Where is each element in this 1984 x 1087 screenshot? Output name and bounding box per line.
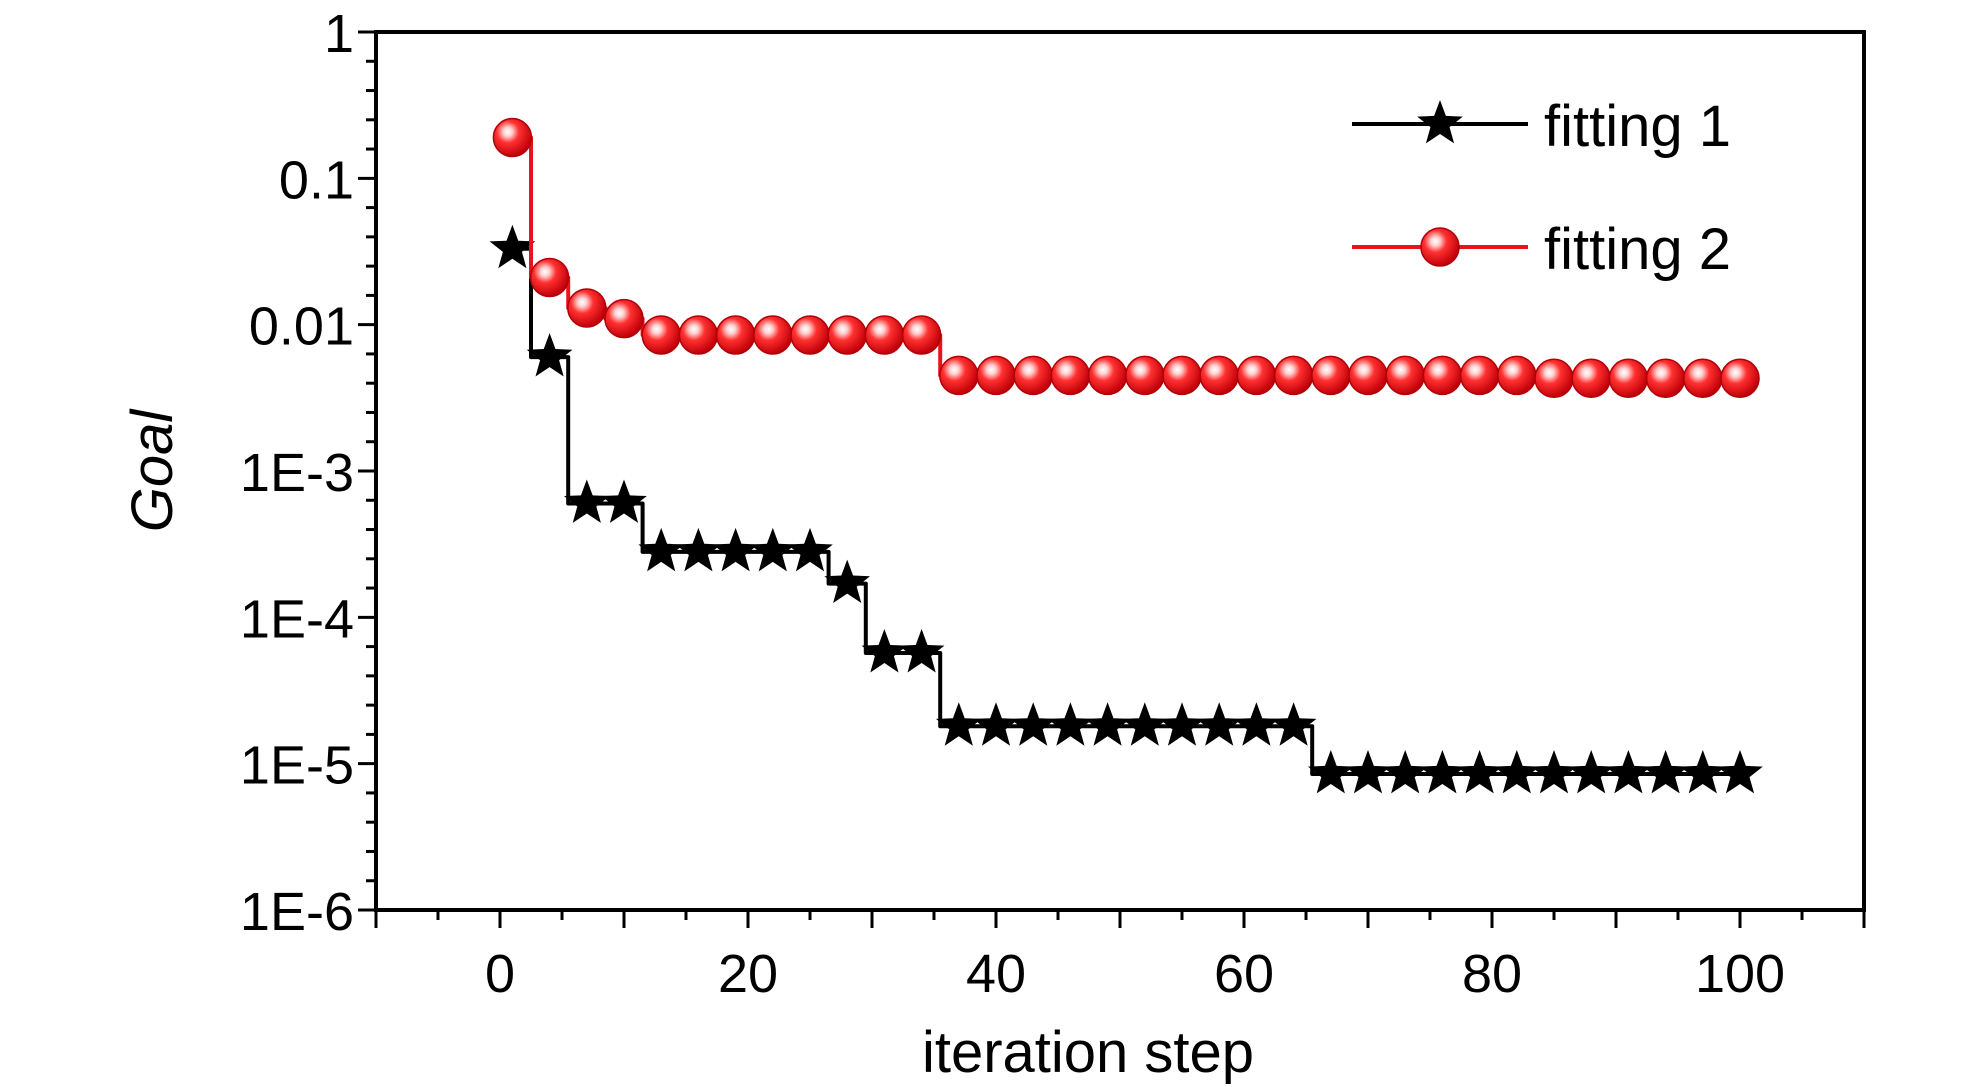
data-point-star xyxy=(1270,702,1317,746)
data-point-star xyxy=(973,702,1019,746)
data-point-star xyxy=(935,702,982,746)
data-point-sphere xyxy=(715,315,756,355)
data-point-sphere xyxy=(790,315,830,355)
data-point-star xyxy=(861,629,908,673)
data-point-sphere xyxy=(939,355,979,396)
data-point-sphere xyxy=(1236,355,1277,396)
data-point-star xyxy=(787,527,833,572)
data-point-sphere xyxy=(1273,355,1314,396)
data-point-sphere xyxy=(1683,358,1723,399)
data-point-star xyxy=(1307,750,1354,794)
legend-item-fitting-1: fitting 1 xyxy=(1352,94,1731,159)
data-point-star xyxy=(1159,702,1205,746)
data-point-sphere xyxy=(492,117,533,158)
data-point-sphere xyxy=(1422,355,1463,396)
data-point-star xyxy=(749,527,796,572)
x-tick-label: 40 xyxy=(966,944,1026,1004)
data-point-star xyxy=(1717,750,1763,794)
y-axis-tick-labels: 1 0.1 0.01 1E-3 1E-4 1E-5 1E-6 xyxy=(240,4,354,942)
data-point-star xyxy=(712,527,759,572)
data-point-star xyxy=(1345,750,1391,794)
y-tick-label: 0.1 xyxy=(279,150,354,210)
data-point-star xyxy=(1121,702,1168,746)
y-tick-label: 1 xyxy=(324,4,354,64)
data-point-star xyxy=(489,224,536,269)
data-point-star xyxy=(638,527,685,572)
x-axis-title: iteration step xyxy=(922,1020,1254,1085)
x-tick-label: 0 xyxy=(485,944,515,1004)
data-point-sphere xyxy=(1087,355,1128,396)
data-point-sphere xyxy=(1162,355,1202,396)
y-tick-label: 1E-3 xyxy=(240,443,354,503)
data-point-sphere xyxy=(1645,358,1686,399)
x-axis-ticks xyxy=(374,910,1866,928)
data-point-sphere xyxy=(1720,358,1760,399)
y-tick-label: 1E-5 xyxy=(240,736,354,796)
data-point-sphere xyxy=(1013,355,1053,396)
legend-marker-star-icon xyxy=(1417,100,1463,144)
x-tick-label: 60 xyxy=(1214,944,1274,1004)
legend-item-fitting-2: fitting 2 xyxy=(1352,217,1731,282)
data-point-sphere xyxy=(1497,355,1537,396)
legend: fitting 1 fitting 2 xyxy=(1352,94,1731,282)
series-1 xyxy=(489,224,1763,794)
data-point-sphere xyxy=(753,315,793,355)
data-point-sphere xyxy=(901,315,942,355)
data-point-sphere xyxy=(1534,358,1574,399)
data-point-star xyxy=(898,629,945,673)
data-point-sphere xyxy=(864,315,905,355)
data-point-sphere xyxy=(1199,355,1239,396)
data-point-star xyxy=(675,527,722,572)
series-2 xyxy=(492,117,1760,399)
data-point-star xyxy=(526,333,573,377)
data-point-star xyxy=(1047,702,1094,746)
data-point-sphere xyxy=(1459,355,1500,396)
y-tick-label: 1E-4 xyxy=(240,589,354,649)
data-point-star xyxy=(1196,702,1243,746)
y-tick-label: 0.01 xyxy=(249,297,354,357)
x-tick-label: 100 xyxy=(1695,944,1785,1004)
data-point-sphere xyxy=(1311,355,1351,396)
data-point-star xyxy=(563,479,610,523)
data-point-star xyxy=(1382,750,1429,794)
x-axis-tick-labels: 0 20 40 60 80 100 xyxy=(485,944,1785,1004)
data-point-star xyxy=(1010,702,1057,746)
data-point-star xyxy=(1531,750,1577,794)
data-point-sphere xyxy=(1608,358,1649,399)
legend-label-fitting-2: fitting 2 xyxy=(1544,217,1731,282)
data-point-star xyxy=(1419,750,1466,794)
data-point-sphere xyxy=(1348,355,1388,396)
x-tick-label: 80 xyxy=(1462,944,1522,1004)
data-point-sphere xyxy=(1050,355,1091,396)
data-point-star xyxy=(824,559,871,604)
data-point-star xyxy=(601,479,647,523)
legend-marker-sphere-icon xyxy=(1420,227,1460,267)
data-point-sphere xyxy=(1125,355,1165,396)
x-tick-label: 20 xyxy=(718,944,778,1004)
data-point-star xyxy=(1642,750,1689,794)
data-point-sphere xyxy=(678,315,719,355)
y-tick-label: 1E-6 xyxy=(240,882,354,942)
data-point-sphere xyxy=(641,315,681,355)
data-point-star xyxy=(1084,702,1131,746)
plot-frame xyxy=(374,30,1866,912)
data-point-star xyxy=(1679,750,1726,794)
data-point-sphere xyxy=(604,298,644,339)
y-axis-ticks xyxy=(358,30,376,912)
data-point-star xyxy=(1568,750,1615,794)
data-point-star xyxy=(1456,750,1503,794)
data-point-sphere xyxy=(1385,355,1425,396)
y-axis-title: Goal xyxy=(120,408,185,533)
data-point-sphere xyxy=(1571,358,1611,399)
data-point-star xyxy=(1605,750,1652,794)
data-point-star xyxy=(1233,702,1280,746)
series-layer xyxy=(489,117,1763,794)
data-point-sphere xyxy=(976,355,1016,396)
data-point-sphere xyxy=(567,288,607,328)
data-point-star xyxy=(1493,750,1540,794)
legend-label-fitting-1: fitting 1 xyxy=(1544,94,1731,159)
data-point-sphere xyxy=(827,315,867,355)
data-point-sphere xyxy=(529,257,570,298)
